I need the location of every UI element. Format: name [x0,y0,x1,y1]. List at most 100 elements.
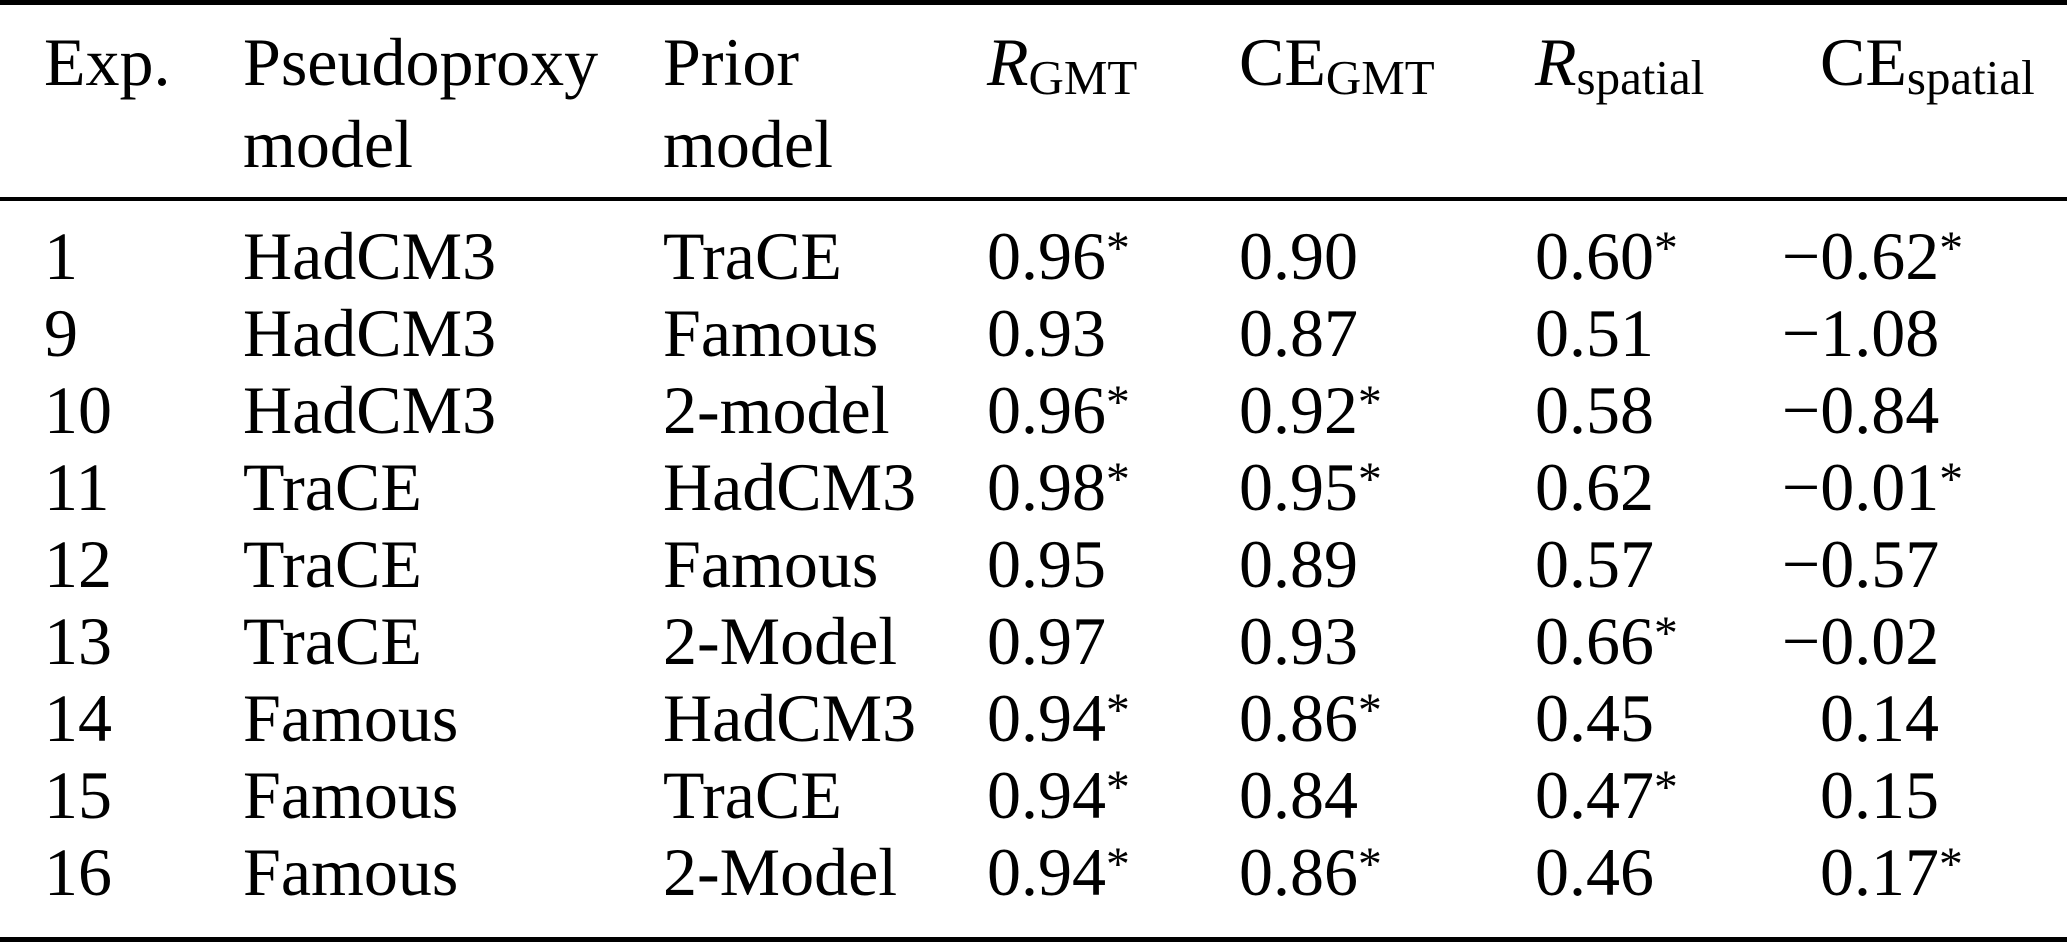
significance-star: * [1939,222,1964,275]
cell-exp: 11 [44,449,110,525]
significance-star: * [1106,838,1130,891]
cell-ce-gmt: 0.84 [1239,757,1358,833]
table-row: 9 HadCM3 Famous 0.93 0.87 0.51 −1.08 [0,295,2067,372]
cell-exp: 14 [44,680,112,756]
cell-r-gmt: 0.94* [987,834,1130,910]
cell-r-spatial: 0.57 [1535,526,1654,602]
table-row: 14 Famous HadCM3 0.94* 0.86* 0.45 0.14 [0,680,2067,757]
header-row: Exp. Pseudoproxy model Prior model RGMT … [0,2,2067,201]
significance-star: * [1106,222,1130,275]
cell-ce-spatial: −1.08 [1781,295,1940,371]
cell-r-spatial: 0.46 [1535,834,1654,910]
cell-r-gmt: 0.96* [987,372,1130,448]
cell-ce-spatial: 0.17* [1820,834,1963,910]
variable-subscript: GMT [1028,49,1138,105]
cell-exp: 16 [44,834,112,910]
cell-prior-model: 2-model [663,372,890,448]
cell-exp: 10 [44,372,112,448]
cell-pseudoproxy-model: TraCE [243,449,422,525]
cell-pseudoproxy-model: Famous [243,834,459,910]
significance-star: * [1358,376,1382,429]
significance-star: * [1106,376,1130,429]
cell-exp: 9 [44,295,78,371]
col-header-prior-model: Prior model [663,2,987,201]
table-row: 11 TraCE HadCM3 0.98* 0.95* 0.62 −0.01* [0,449,2067,526]
table-row: 12 TraCE Famous 0.95 0.89 0.57 −0.57 [0,526,2067,603]
cell-ce-gmt: 0.89 [1239,526,1358,602]
variable-subscript: spatial [1906,49,2035,105]
cell-exp: 13 [44,603,112,679]
variable-symbol: CE [1239,24,1326,100]
cell-pseudoproxy-model: TraCE [243,603,422,679]
cell-ce-gmt: 0.92* [1239,372,1382,448]
cell-ce-spatial: −0.84 [1781,372,1940,448]
cell-pseudoproxy-model: HadCM3 [243,295,497,371]
cell-prior-model: Famous [663,295,879,371]
cell-prior-model: HadCM3 [663,680,917,756]
significance-star: * [1654,761,1678,814]
significance-star: * [1358,684,1382,737]
cell-prior-model: 2-Model [663,603,898,679]
cell-prior-model: TraCE [663,757,842,833]
significance-star: * [1106,453,1130,506]
cell-ce-spatial: −0.62* [1781,218,1964,294]
header-label-line1: Prior [663,24,799,100]
cell-r-gmt: 0.98* [987,449,1130,525]
cell-ce-gmt: 0.93 [1239,603,1358,679]
cell-r-spatial: 0.45 [1535,680,1654,756]
cell-prior-model: Famous [663,526,879,602]
cell-r-spatial: 0.66* [1535,603,1678,679]
cell-ce-gmt: 0.95* [1239,449,1382,525]
table-row: 16 Famous 2-Model 0.94* 0.86* 0.46 0.17* [0,834,2067,940]
significance-star: * [1358,838,1382,891]
cell-ce-gmt: 0.86* [1239,834,1382,910]
table-row: 15 Famous TraCE 0.94* 0.84 0.47* 0.15 [0,757,2067,834]
significance-star: * [1358,453,1382,506]
cell-ce-gmt: 0.86* [1239,680,1382,756]
cell-prior-model: 2-Model [663,834,898,910]
cell-r-spatial: 0.58 [1535,372,1654,448]
table-row: 13 TraCE 2-Model 0.97 0.93 0.66* −0.02 [0,603,2067,680]
cell-r-gmt: 0.94* [987,757,1130,833]
variable-symbol: CE [1820,24,1907,100]
cell-pseudoproxy-model: Famous [243,757,459,833]
cell-prior-model: TraCE [663,218,842,294]
cell-r-spatial: 0.60* [1535,218,1678,294]
cell-pseudoproxy-model: Famous [243,680,459,756]
table-body: 1 HadCM3 TraCE 0.96* 0.90 0.60* −0.62* 9 HadCM3 F… [0,199,2067,940]
cell-ce-gmt: 0.90 [1239,218,1358,294]
variable-subscript: spatial [1576,49,1705,105]
header-label: Exp. [44,24,171,100]
cell-exp: 15 [44,757,112,833]
table-row: 1 HadCM3 TraCE 0.96* 0.90 0.60* −0.62* [0,199,2067,295]
cell-exp: 12 [44,526,112,602]
cell-r-spatial: 0.62 [1535,449,1654,525]
cell-r-spatial: 0.47* [1535,757,1678,833]
col-header-pseudoproxy-model: Pseudoproxy model [243,2,663,201]
variable-symbol: R [987,24,1029,100]
cell-r-gmt: 0.95 [987,526,1106,602]
cell-r-gmt: 0.97 [987,603,1106,679]
header-label-line2: model [243,106,413,182]
cell-pseudoproxy-model: HadCM3 [243,218,497,294]
col-header-ce-gmt: CEGMT [1239,2,1535,201]
header-label-line2: model [663,106,833,182]
table-header: Exp. Pseudoproxy model Prior model RGMT … [0,2,2067,201]
cell-r-gmt: 0.96* [987,218,1130,294]
header-label-line1: Pseudoproxy [243,24,599,100]
significance-star: * [1106,761,1130,814]
col-header-r-gmt: RGMT [987,2,1239,201]
significance-star: * [1939,453,1964,506]
cell-r-gmt: 0.93 [987,295,1106,371]
col-header-r-spatial: Rspatial [1535,2,1820,201]
cell-prior-model: HadCM3 [663,449,917,525]
variable-subscript: GMT [1325,49,1435,105]
significance-star: * [1939,838,1963,891]
cell-ce-spatial: −0.02 [1781,603,1940,679]
cell-exp: 1 [44,218,78,294]
cell-ce-spatial: −0.57 [1781,526,1940,602]
cell-r-spatial: 0.51 [1535,295,1654,371]
cell-r-gmt: 0.94* [987,680,1130,756]
